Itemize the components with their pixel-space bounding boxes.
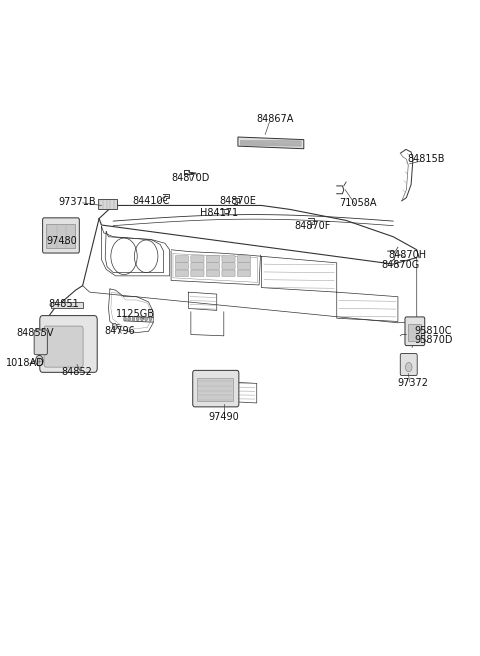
FancyBboxPatch shape: [40, 316, 97, 373]
Text: 84852: 84852: [61, 367, 93, 377]
FancyBboxPatch shape: [238, 263, 251, 270]
Bar: [46, 224, 75, 249]
FancyBboxPatch shape: [405, 317, 425, 346]
Text: 84870G: 84870G: [381, 260, 420, 270]
Text: 97480: 97480: [46, 236, 77, 245]
Bar: [97, 199, 118, 209]
Bar: [50, 302, 83, 308]
Bar: [408, 324, 420, 341]
FancyBboxPatch shape: [222, 256, 235, 262]
FancyBboxPatch shape: [206, 270, 219, 277]
FancyBboxPatch shape: [175, 256, 189, 262]
Circle shape: [132, 317, 135, 321]
FancyBboxPatch shape: [191, 270, 204, 277]
FancyBboxPatch shape: [238, 270, 251, 277]
Text: 95870D: 95870D: [414, 335, 453, 346]
Text: 71058A: 71058A: [339, 198, 377, 208]
Text: 84870E: 84870E: [219, 196, 256, 206]
Text: 84870H: 84870H: [388, 250, 426, 260]
FancyBboxPatch shape: [206, 256, 219, 262]
Circle shape: [406, 363, 412, 372]
Text: 84851: 84851: [48, 299, 79, 309]
FancyBboxPatch shape: [206, 263, 219, 270]
FancyBboxPatch shape: [222, 270, 235, 277]
FancyBboxPatch shape: [175, 270, 189, 277]
FancyBboxPatch shape: [191, 256, 204, 262]
Text: 97371B: 97371B: [58, 197, 96, 207]
FancyBboxPatch shape: [34, 330, 48, 355]
Text: 84410C: 84410C: [132, 196, 169, 206]
Circle shape: [136, 317, 139, 321]
Text: 97372: 97372: [397, 379, 429, 388]
FancyBboxPatch shape: [43, 218, 79, 253]
Text: 84870F: 84870F: [294, 220, 330, 231]
Circle shape: [123, 317, 126, 321]
FancyBboxPatch shape: [193, 371, 239, 407]
Circle shape: [145, 317, 147, 321]
Text: 84796: 84796: [104, 326, 135, 337]
FancyBboxPatch shape: [222, 263, 235, 270]
Text: 84815B: 84815B: [408, 154, 445, 163]
Circle shape: [36, 356, 43, 366]
FancyBboxPatch shape: [191, 263, 204, 270]
Text: 84855V: 84855V: [17, 327, 54, 338]
Text: 84867A: 84867A: [257, 114, 294, 125]
Bar: [197, 379, 233, 401]
FancyBboxPatch shape: [238, 256, 251, 262]
Polygon shape: [238, 137, 304, 149]
Text: 1125GB: 1125GB: [116, 309, 155, 319]
FancyBboxPatch shape: [44, 326, 83, 367]
Circle shape: [141, 317, 144, 321]
Text: H84171: H84171: [200, 208, 238, 218]
FancyBboxPatch shape: [400, 354, 417, 376]
Text: 97490: 97490: [208, 413, 239, 422]
Text: 1018AD: 1018AD: [6, 358, 45, 368]
Circle shape: [112, 323, 117, 330]
Circle shape: [128, 317, 131, 321]
Text: 84870D: 84870D: [172, 173, 210, 183]
Text: 95810C: 95810C: [414, 325, 452, 336]
FancyBboxPatch shape: [175, 263, 189, 270]
Circle shape: [149, 317, 152, 321]
